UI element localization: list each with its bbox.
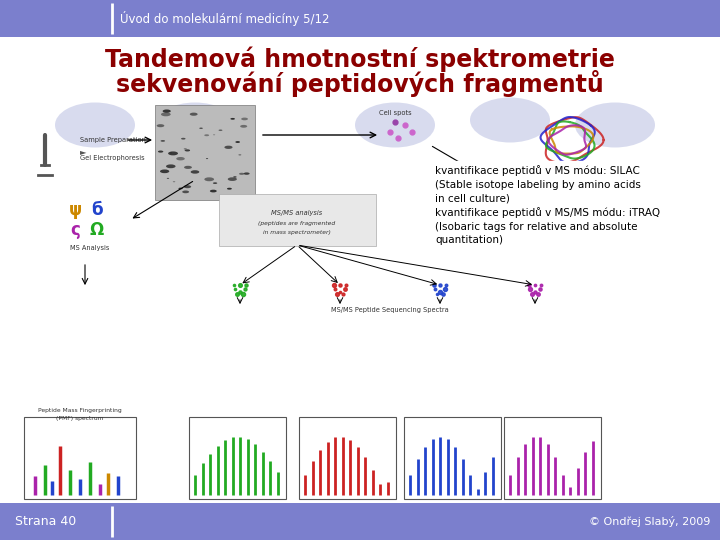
Ellipse shape [182, 191, 189, 193]
Ellipse shape [155, 103, 235, 147]
Text: (peptides are fragmented: (peptides are fragmented [258, 221, 336, 226]
Text: ►: ► [80, 147, 86, 157]
FancyBboxPatch shape [0, 0, 720, 37]
Text: © Ondřej Slabý, 2009: © Ondřej Slabý, 2009 [589, 516, 710, 527]
Ellipse shape [157, 124, 164, 127]
Ellipse shape [470, 98, 550, 143]
FancyBboxPatch shape [155, 105, 255, 200]
Ellipse shape [168, 151, 178, 156]
Text: б: б [91, 201, 103, 219]
Ellipse shape [184, 148, 187, 150]
Ellipse shape [239, 173, 244, 175]
Text: tryptic digestion
cleavs protein at
R and K residues: tryptic digestion cleavs protein at R an… [495, 170, 546, 187]
Text: Gel Electrophoresis: Gel Electrophoresis [80, 155, 145, 161]
Ellipse shape [184, 149, 190, 152]
Ellipse shape [575, 103, 655, 147]
Text: in mass spectrometer): in mass spectrometer) [263, 230, 331, 235]
Ellipse shape [191, 170, 199, 174]
Ellipse shape [181, 138, 186, 139]
Ellipse shape [184, 185, 191, 188]
Text: Tandemová hmotnostní spektrometrie: Tandemová hmotnostní spektrometrie [105, 47, 615, 72]
Ellipse shape [210, 190, 217, 192]
Text: Úvod do molekulární medicíny 5/12: Úvod do molekulární medicíny 5/12 [120, 11, 330, 26]
Text: Strana 40: Strana 40 [15, 515, 76, 528]
Ellipse shape [355, 103, 435, 147]
FancyBboxPatch shape [189, 417, 286, 499]
Ellipse shape [160, 170, 169, 173]
FancyBboxPatch shape [404, 417, 501, 499]
FancyBboxPatch shape [504, 417, 601, 499]
Ellipse shape [235, 141, 240, 143]
Text: Sample Preparation: Sample Preparation [80, 137, 146, 143]
Ellipse shape [213, 134, 215, 135]
Text: kvantifikace peptidů v MS módu: SILAC
(Stable isotope labeling by amino acids
in: kvantifikace peptidů v MS módu: SILAC (S… [435, 165, 660, 245]
Text: MS Analysis: MS Analysis [70, 245, 109, 251]
Ellipse shape [184, 166, 192, 169]
Ellipse shape [241, 118, 248, 120]
Ellipse shape [161, 112, 171, 116]
Text: (PMF) spectrum: (PMF) spectrum [56, 416, 104, 421]
Ellipse shape [213, 183, 217, 184]
Ellipse shape [228, 177, 237, 181]
Ellipse shape [190, 113, 197, 116]
Ellipse shape [199, 127, 203, 129]
Ellipse shape [233, 176, 237, 178]
Text: ψ: ψ [68, 201, 81, 219]
Text: MS/MS Peptide Sequencing Spectra: MS/MS Peptide Sequencing Spectra [331, 307, 449, 313]
Ellipse shape [161, 140, 165, 142]
Ellipse shape [158, 151, 163, 153]
Text: Ω: Ω [90, 221, 104, 239]
Text: Cell spots: Cell spots [379, 110, 411, 116]
FancyBboxPatch shape [219, 194, 376, 246]
Ellipse shape [173, 181, 175, 182]
Text: MS/MS analysis: MS/MS analysis [271, 210, 323, 216]
FancyBboxPatch shape [299, 417, 396, 499]
Text: sekvenování peptidových fragmentů: sekvenování peptidových fragmentů [116, 70, 604, 97]
Ellipse shape [204, 177, 214, 181]
Ellipse shape [179, 187, 183, 190]
Ellipse shape [176, 157, 185, 160]
Ellipse shape [219, 130, 222, 131]
Ellipse shape [240, 125, 247, 128]
FancyBboxPatch shape [24, 417, 136, 499]
Ellipse shape [230, 118, 235, 120]
Ellipse shape [225, 146, 233, 149]
Ellipse shape [163, 110, 171, 113]
Ellipse shape [166, 164, 176, 168]
Ellipse shape [170, 152, 172, 153]
FancyBboxPatch shape [0, 503, 720, 540]
Ellipse shape [238, 154, 241, 156]
Ellipse shape [55, 103, 135, 147]
Ellipse shape [243, 172, 250, 175]
Text: ς: ς [70, 221, 80, 239]
Text: Peptide Mass Fingerprinting: Peptide Mass Fingerprinting [38, 408, 122, 413]
Ellipse shape [206, 158, 208, 159]
Ellipse shape [204, 134, 209, 136]
Ellipse shape [227, 188, 232, 190]
Ellipse shape [167, 178, 169, 179]
